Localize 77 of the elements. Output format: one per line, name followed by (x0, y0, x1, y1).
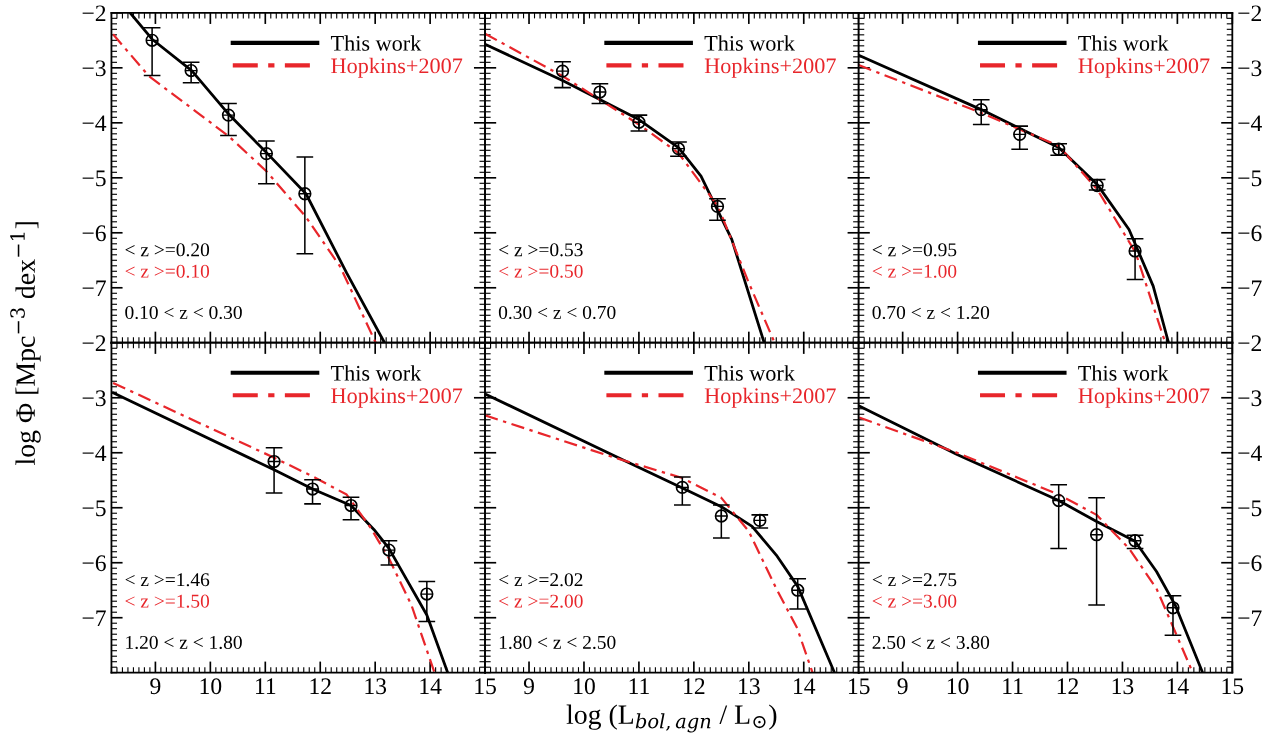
y-tick-label: −7 (82, 280, 106, 296)
y-tick-label: −6 (1238, 225, 1262, 242)
annotation: < z >=2.75 (872, 573, 957, 587)
annotation: < z >=0.10 (125, 264, 210, 278)
x-tick-label: 15 (475, 678, 496, 695)
y-tick-label: −5 (82, 170, 106, 187)
y-tick-label: −6 (1238, 555, 1262, 572)
y-tick-label: −5 (1238, 500, 1262, 517)
x-tick-label: 13 (1112, 678, 1134, 695)
legend-label: Hopkins+2007 (331, 387, 463, 408)
x-tick-label: 12 (1057, 678, 1078, 694)
annotation: 0.70 < z < 1.20 (872, 305, 990, 320)
y-tick-label: −3 (82, 390, 106, 407)
annotation: < z >=2.02 (499, 573, 583, 587)
x-axis-title: log (L$_{bol,agn}$ / L$_{⊙}$) (566, 704, 777, 733)
y-tick-label: −4 (82, 115, 107, 132)
x-tick-label: 9 (897, 678, 908, 695)
y-tick-label: −3 (1238, 390, 1262, 407)
x-tick-label: 10 (200, 678, 222, 695)
annotation: < z >=0.95 (872, 243, 957, 257)
x-tick-label: 12 (310, 678, 331, 694)
annotation: < z >=0.53 (499, 243, 583, 257)
legend-label: This work (330, 365, 422, 381)
y-tick-label: −6 (82, 225, 106, 242)
legend-label: This work (704, 35, 795, 51)
y-tick-label: −5 (1238, 170, 1262, 187)
y-axis-title: log Φ [Mpc$^{−3}$ dex$^{−1}$] (10, 222, 41, 465)
y-tick-label: −2 (82, 335, 106, 351)
y-tick-label: −4 (1238, 115, 1262, 132)
annotation: 1.20 < z < 1.80 (126, 635, 242, 650)
y-tick-label: −2 (82, 5, 106, 22)
y-tick-label: −3 (1238, 60, 1262, 77)
y-tick-label: −2 (1238, 335, 1261, 351)
x-tick-label: 15 (848, 678, 870, 695)
legend-label: This work (1078, 35, 1169, 51)
annotation: 1.80 < z < 2.50 (499, 635, 616, 650)
annotation: 0.30 < z < 0.70 (498, 305, 616, 320)
x-tick-label: 10 (947, 678, 969, 695)
legend-label: Hopkins+2007 (1078, 57, 1210, 78)
x-tick-label: 9 (523, 678, 534, 695)
annotation: < z >=0.50 (499, 264, 583, 278)
y-tick-label: −5 (82, 500, 106, 517)
legend-label: This work (704, 365, 795, 381)
x-tick-label: 14 (420, 678, 442, 694)
x-tick-label: 11 (629, 678, 649, 694)
x-tick-label: 12 (684, 678, 705, 694)
y-tick-label: −7 (1238, 610, 1262, 626)
annotation: < z >=1.00 (872, 264, 957, 278)
x-tick-label: 13 (365, 678, 387, 695)
legend-label: Hopkins+2007 (1078, 387, 1210, 408)
x-tick-label: 13 (739, 678, 760, 695)
y-tick-label: −7 (1238, 280, 1262, 296)
x-tick-label: 14 (794, 678, 816, 694)
y-tick-label: −7 (82, 610, 106, 626)
y-tick-label: −2 (1238, 5, 1261, 22)
x-tick-label: 14 (1167, 678, 1189, 694)
legend-label: Hopkins+2007 (704, 57, 836, 78)
annotation: < z >=1.50 (125, 594, 210, 608)
annotation: < z >=3.00 (872, 594, 957, 608)
y-tick-label: −3 (82, 60, 106, 77)
x-tick-label: 11 (256, 678, 276, 694)
annotation: 0.10 < z < 0.30 (125, 305, 242, 320)
legend-label: Hopkins+2007 (331, 57, 463, 78)
y-tick-label: −4 (82, 445, 107, 461)
legend-label: Hopkins+2007 (704, 387, 836, 408)
annotation: < z >=0.20 (125, 243, 210, 257)
y-tick-label: −6 (82, 555, 106, 572)
x-tick-label: 15 (1222, 678, 1244, 695)
annotation: 2.50 < z < 3.80 (872, 635, 990, 650)
legend-label: This work (330, 35, 422, 51)
x-tick-label: 11 (1003, 678, 1023, 694)
annotation: < z >=1.46 (125, 573, 210, 587)
x-tick-label: 9 (150, 678, 161, 695)
y-tick-label: −4 (1238, 445, 1262, 461)
x-tick-label: 10 (574, 678, 595, 695)
legend-label: This work (1078, 365, 1169, 381)
annotation: < z >=2.00 (499, 594, 583, 608)
